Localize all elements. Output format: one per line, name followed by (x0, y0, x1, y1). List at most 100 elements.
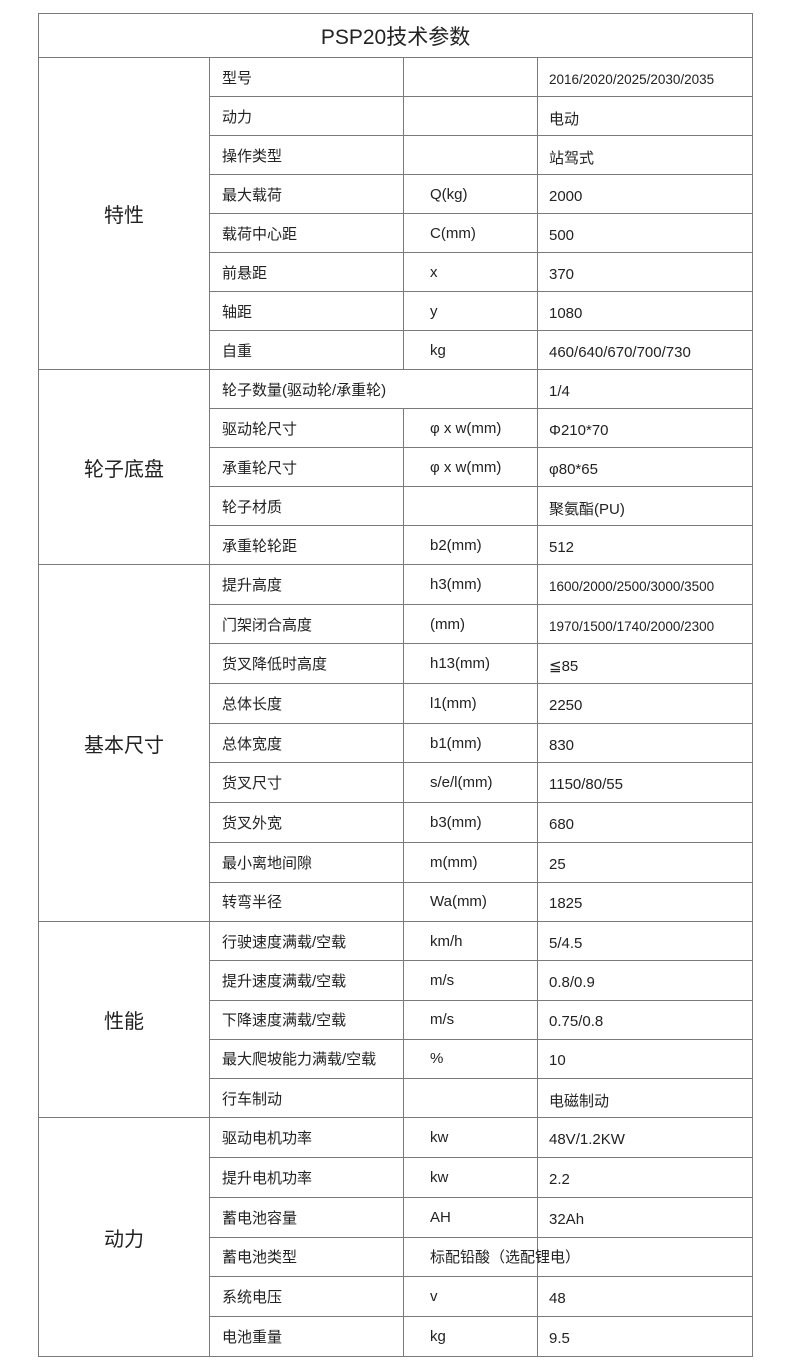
table-row: 货叉外宽 b3(mm) 680 (39, 802, 754, 843)
param-name: 操作类型 (209, 135, 404, 175)
table-row: 动力 驱动电机功率 kw 48V/1.2KW (38, 1117, 754, 1357)
table-row: 轮子底盘 轮子数量(驱动轮/承重轮) 1/4 (38, 369, 754, 565)
param-value: 2000 (536, 174, 754, 214)
param-name: 货叉外宽 (209, 802, 404, 843)
param-value: 1970/1500/1740/2000/2300 (536, 603, 754, 645)
param-unit: kw (403, 1117, 538, 1158)
param-name: 轴距 (209, 291, 404, 331)
param-name: 提升高度 (209, 564, 404, 605)
table-row: 载荷中心距 C(mm) 500 (39, 213, 754, 253)
param-name: 下降速度满载/空载 (209, 999, 404, 1040)
param-name: 货叉降低时高度 (209, 643, 404, 685)
param-unit (403, 135, 538, 175)
table-row: 前悬距 x 370 (39, 252, 754, 292)
param-unit: φ x w(mm) (403, 447, 538, 487)
param-unit: 标配铅酸（选配锂电） (403, 1236, 580, 1278)
param-value: 2.2 (536, 1156, 754, 1198)
param-unit: h3(mm) (403, 564, 538, 605)
param-name: 蓄电池容量 (209, 1196, 404, 1238)
param-name: 轮子数量(驱动轮/承重轮) (209, 369, 538, 409)
param-name: 行车制动 (209, 1077, 404, 1119)
table-row: 门架闭合高度 (mm) 1970/1500/1740/2000/2300 (39, 603, 754, 645)
param-name: 系统电压 (209, 1276, 404, 1318)
param-unit (403, 96, 538, 136)
param-value: 1600/2000/2500/3000/3500 (536, 564, 754, 605)
param-name: 总体宽度 (209, 722, 404, 764)
param-unit: φ x w(mm) (403, 408, 538, 448)
table-row: 轮子材质 聚氨酯(PU) (39, 486, 754, 526)
param-value: 2250 (536, 683, 754, 724)
param-name: 型号 (209, 57, 404, 97)
param-value: 25 (536, 841, 754, 883)
param-value: 512 (536, 525, 754, 565)
table-row: 蓄电池容量 AH 32Ah (39, 1196, 754, 1238)
param-unit (403, 57, 538, 97)
table-row: 轴距 y 1080 (39, 291, 754, 331)
param-value: 48V/1.2KW (536, 1117, 754, 1158)
table-row: 货叉尺寸 s/e/l(mm) 1150/80/55 (39, 762, 754, 804)
category-label: 基本尺寸 (38, 563, 210, 923)
table-row: 驱动轮尺寸 φ x w(mm) Φ210*70 (39, 408, 754, 448)
table-title: PSP20技术参数 (37, 13, 754, 58)
table-row: 承重轮轮距 b2(mm) 512 (39, 525, 754, 565)
table-row: 基本尺寸 提升高度 h3(mm) 1600/2000/2500/3000/3500 (38, 563, 754, 923)
table-row: 转弯半径 Wa(mm) 1825 (39, 881, 754, 923)
table-row: 最小离地间隙 m(mm) 25 (39, 841, 754, 883)
table-row: 性能 行驶速度满载/空载 km/h 5/4.5 (38, 921, 754, 1119)
param-value: 460/640/670/700/730 (536, 330, 754, 370)
param-unit: m/s (403, 960, 538, 1001)
param-unit: AH (403, 1196, 538, 1238)
param-value: 48 (536, 1276, 754, 1318)
param-unit: Wa(mm) (403, 881, 538, 923)
table-row: 最大载荷 Q(kg) 2000 (39, 174, 754, 214)
param-name: 转弯半径 (209, 881, 404, 923)
param-name: 驱动电机功率 (209, 1117, 404, 1158)
param-unit: km/h (403, 921, 538, 962)
table-row: 特性 型号 2016/2020/2025/2030/2035 (38, 57, 754, 370)
param-unit: m(mm) (403, 841, 538, 883)
param-name: 最小离地间隙 (209, 841, 404, 883)
category-label: 轮子底盘 (38, 369, 210, 565)
param-unit: kg (403, 330, 538, 370)
param-value: 1150/80/55 (536, 762, 754, 804)
param-name: 总体长度 (209, 683, 404, 724)
table-row: 下降速度满载/空载 m/s 0.75/0.8 (39, 999, 754, 1040)
param-unit: (mm) (403, 603, 538, 645)
param-value: 1080 (536, 291, 754, 331)
param-name: 提升速度满载/空载 (209, 960, 404, 1001)
param-value: 9.5 (536, 1316, 754, 1357)
param-value: 5/4.5 (536, 921, 754, 962)
param-unit: x (403, 252, 538, 292)
param-value: 站驾式 (536, 135, 754, 175)
param-name: 驱动轮尺寸 (209, 408, 404, 448)
param-value: 电动 (536, 96, 754, 136)
table-row: 行车制动 电磁制动 (39, 1077, 754, 1119)
param-unit: b2(mm) (403, 525, 538, 565)
table-row: 电池重量 kg 9.5 (39, 1316, 754, 1357)
spec-table: PSP20技术参数 特性 型号 2016/2020/2025/2030/2035 动力… (37, 13, 754, 1357)
param-unit: b1(mm) (403, 722, 538, 764)
param-name: 承重轮尺寸 (209, 447, 404, 487)
table-row: 提升电机功率 kw 2.2 (39, 1156, 754, 1198)
param-value: 1825 (536, 881, 754, 923)
param-value: 500 (536, 213, 754, 253)
param-unit: l1(mm) (403, 683, 538, 724)
param-value: 32Ah (536, 1196, 754, 1238)
param-unit (403, 486, 538, 526)
param-unit: y (403, 291, 538, 331)
table-row: 系统电压 v 48 (39, 1276, 754, 1318)
param-value: 0.8/0.9 (536, 960, 754, 1001)
param-unit: Q(kg) (403, 174, 538, 214)
param-value: φ80*65 (536, 447, 754, 487)
param-unit: b3(mm) (403, 802, 538, 843)
param-unit: h13(mm) (403, 643, 538, 685)
param-value: Φ210*70 (536, 408, 754, 448)
table-row: 提升速度满载/空载 m/s 0.8/0.9 (39, 960, 754, 1001)
param-name: 货叉尺寸 (209, 762, 404, 804)
param-unit (403, 1077, 538, 1119)
table-row: 操作类型 站驾式 (39, 135, 754, 175)
category-label: 动力 (38, 1117, 210, 1357)
param-name: 门架闭合高度 (209, 603, 404, 645)
table-row: 自重 kg 460/640/670/700/730 (39, 330, 754, 370)
param-name: 蓄电池类型 (209, 1236, 404, 1278)
